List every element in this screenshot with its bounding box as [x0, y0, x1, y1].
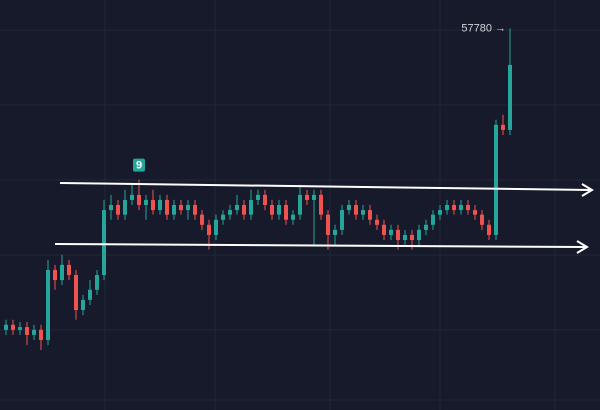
candle-body: [11, 324, 15, 330]
candle-body: [249, 199, 253, 215]
candle-body: [116, 205, 120, 215]
candles: [4, 28, 512, 351]
candle-body: [277, 205, 281, 215]
candle-body: [32, 329, 36, 335]
candle-body: [144, 199, 148, 205]
marker-badge: [133, 158, 145, 172]
candle-body: [81, 299, 85, 311]
candle-body: [165, 199, 169, 215]
candle-body: [102, 210, 106, 276]
candle-body: [354, 205, 358, 215]
candle-body: [319, 194, 323, 215]
candle-body: [291, 214, 295, 220]
candle-body: [242, 205, 246, 215]
candle-body: [452, 205, 456, 211]
candle-body: [347, 205, 351, 211]
candle-body: [438, 210, 442, 215]
candle-body: [333, 229, 337, 235]
candle-body: [480, 214, 484, 225]
candle-body: [298, 194, 302, 215]
candle-body: [18, 327, 22, 330]
candle-body: [361, 210, 365, 215]
candle-body: [137, 194, 141, 205]
candle-body: [473, 210, 477, 215]
candle-body: [375, 219, 379, 225]
candle-body: [228, 210, 232, 215]
arrow-head: [581, 183, 594, 197]
candle-body: [424, 224, 428, 230]
candle-body: [501, 124, 505, 130]
arrow-head: [576, 240, 589, 254]
candle-body: [200, 214, 204, 225]
candle-body: [60, 264, 64, 281]
candle-body: [46, 269, 50, 340]
candle-body: [179, 205, 183, 211]
candle-body: [123, 199, 127, 215]
trend-line: [59, 182, 591, 191]
candle-body: [508, 64, 512, 130]
candle-body: [466, 205, 470, 211]
candle-body: [193, 205, 197, 215]
candle-body: [39, 329, 43, 340]
candle-body: [151, 199, 155, 211]
candle-body: [25, 327, 29, 335]
candle-body: [235, 205, 239, 211]
candle-body: [494, 124, 498, 235]
trend-lines: [54, 182, 594, 254]
candle-body: [396, 229, 400, 241]
candle-body: [263, 194, 267, 205]
candle-body: [88, 289, 92, 300]
trend-line: [54, 243, 586, 248]
candle-body: [158, 199, 162, 211]
candle-body: [67, 264, 71, 276]
candle-body: [417, 229, 421, 241]
candle-body: [256, 194, 260, 200]
candle-body: [431, 214, 435, 225]
candle-body: [284, 205, 288, 220]
candle-body: [95, 275, 99, 290]
candle-body: [389, 229, 393, 235]
candle-body: [221, 214, 225, 220]
candle-body: [340, 210, 344, 230]
marker-label: 9: [136, 160, 142, 172]
candle-body: [368, 210, 372, 220]
candle-body: [459, 205, 463, 211]
candle-body: [305, 194, 309, 200]
candle-body: [445, 205, 449, 211]
candle-body: [487, 224, 491, 235]
candle-body: [172, 205, 176, 215]
candle-body: [74, 275, 78, 311]
candle-body: [53, 269, 57, 281]
candle-body: [214, 219, 218, 235]
last-price-label: 57780 →: [461, 22, 506, 34]
candle-body: [130, 194, 134, 200]
candle-body: [109, 205, 113, 211]
candle-body: [403, 234, 407, 241]
candle-body: [270, 205, 274, 215]
candle-body: [312, 194, 316, 200]
candle-body: [326, 214, 330, 235]
candle-body: [410, 234, 414, 241]
candle-body: [382, 224, 386, 235]
candle-body: [186, 205, 190, 211]
candle-body: [4, 324, 8, 330]
candle-body: [207, 224, 211, 235]
